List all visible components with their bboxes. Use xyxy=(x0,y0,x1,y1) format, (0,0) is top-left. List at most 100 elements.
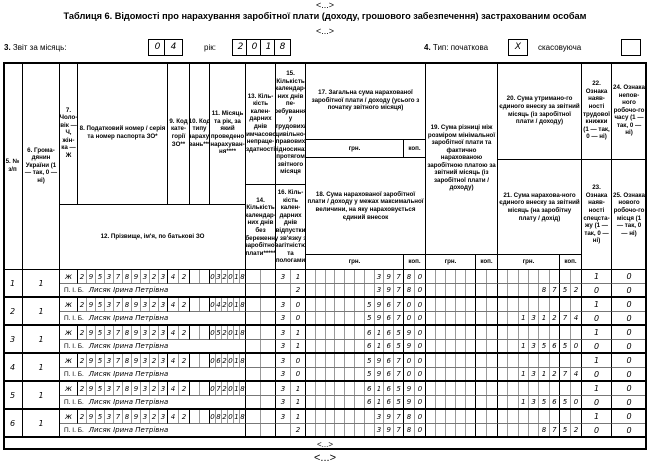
digit-box xyxy=(508,368,519,380)
digit-box xyxy=(476,312,487,324)
digit-box xyxy=(550,354,559,367)
digit-box: 6 xyxy=(384,340,395,352)
header-c13: 13. Кіль-кість кален-дарних днів тимчасо… xyxy=(246,62,276,185)
digit-box xyxy=(529,326,540,339)
digit-box: 9 xyxy=(384,424,395,436)
digit-box: 0 xyxy=(210,354,216,367)
digit-box xyxy=(426,410,436,423)
digit-box xyxy=(426,326,436,339)
digit-box xyxy=(261,396,275,408)
pib-label: П. І. Б. xyxy=(64,342,84,350)
digit-box xyxy=(466,340,475,352)
header-hrn-label: грн. xyxy=(498,255,560,270)
digit-box xyxy=(539,326,550,339)
digit-box: 1 xyxy=(519,312,529,324)
digit-box xyxy=(306,298,316,311)
digit-box: 2 xyxy=(295,286,301,294)
digit-box: 7 xyxy=(560,368,571,380)
digit-box xyxy=(446,284,456,296)
digit-box xyxy=(246,340,261,352)
digit-box xyxy=(335,368,346,380)
digit-box: 9 xyxy=(87,354,96,367)
digit-box: 3 xyxy=(160,384,166,393)
digit-box xyxy=(261,424,275,436)
continuation-marker-top: <...> xyxy=(315,0,334,10)
digit-box xyxy=(476,410,487,423)
digit-box xyxy=(316,368,326,380)
header-c14: 14. Кількість календар-них днів без збер… xyxy=(246,185,276,270)
digit-box: 0 xyxy=(295,300,301,309)
minwage-diff2-kop xyxy=(476,396,498,410)
digit-box xyxy=(539,298,550,311)
digit-box: 1 xyxy=(375,382,385,395)
digit-box: 0 xyxy=(404,368,415,380)
header-c5: 5. № з/п xyxy=(3,62,23,270)
digit-box: 5 xyxy=(396,342,401,350)
digit-box xyxy=(306,354,316,367)
digit-box xyxy=(446,270,456,283)
digit-box: 7 xyxy=(396,272,401,281)
digit-box: 7 xyxy=(396,286,401,294)
digit-box xyxy=(326,396,336,408)
digit-box xyxy=(466,326,475,339)
digit-box xyxy=(466,354,475,367)
digit-box: 6 xyxy=(384,312,395,324)
digit-box: 0 xyxy=(228,270,234,283)
digit-box: 3 xyxy=(276,326,291,339)
digit-box xyxy=(519,270,529,283)
digit-box xyxy=(466,270,475,283)
digit-box: 1 xyxy=(375,396,385,408)
digit-box xyxy=(335,382,346,395)
digit-box: 8 xyxy=(240,328,245,337)
digit-box xyxy=(306,340,316,352)
digit-box: 5 xyxy=(96,270,105,283)
digit-box: 6 xyxy=(552,398,557,406)
digit-box: 8 xyxy=(240,272,245,281)
digit-box xyxy=(487,270,497,283)
digit-box xyxy=(498,410,509,423)
row-number: 5 xyxy=(3,382,23,410)
digit-box: 8 xyxy=(240,412,245,421)
digit-box xyxy=(261,410,275,423)
digit-box: 9 xyxy=(384,410,395,423)
days-maternity: 2 xyxy=(276,424,306,438)
digit-box xyxy=(539,382,550,395)
digit-box: 7 xyxy=(552,426,557,434)
digit-box: 7 xyxy=(396,314,401,322)
days-disability xyxy=(246,326,276,340)
digit-box xyxy=(345,326,355,339)
digit-box xyxy=(456,382,466,395)
digit-box xyxy=(466,284,475,296)
digit-box xyxy=(539,354,550,367)
digit-box xyxy=(529,354,540,367)
digit-box: 1 xyxy=(375,326,385,339)
digit-box: 2 xyxy=(181,356,187,365)
digit-box: 4 xyxy=(168,410,179,423)
digit-box xyxy=(436,410,446,423)
digit-box: 7 xyxy=(396,412,401,421)
digit-box xyxy=(498,284,509,296)
digit-box: 2 xyxy=(573,426,579,434)
digit-box: 2 xyxy=(150,326,159,339)
row-number: 6 xyxy=(3,410,23,438)
digit-box xyxy=(335,354,346,367)
header-c19: 19. Сума різниці між розміром мінімально… xyxy=(426,62,498,255)
digit-box xyxy=(436,396,446,408)
digit-box xyxy=(246,396,261,408)
row-number: 1 xyxy=(3,270,23,298)
digit-box: 7 xyxy=(552,286,557,294)
flag-special-service: 0 xyxy=(582,284,612,298)
minwage-diff-uah xyxy=(426,382,476,396)
digit-box xyxy=(335,284,346,296)
digit-box xyxy=(200,298,209,311)
digit-box: 3 xyxy=(375,410,385,423)
digit-box: 2 xyxy=(181,384,187,393)
digit-box: 5 xyxy=(539,396,550,408)
digit-box xyxy=(529,298,540,311)
digit-box: 6 xyxy=(384,354,395,367)
digit-box: 1 xyxy=(234,354,240,367)
digit-box xyxy=(560,298,571,311)
